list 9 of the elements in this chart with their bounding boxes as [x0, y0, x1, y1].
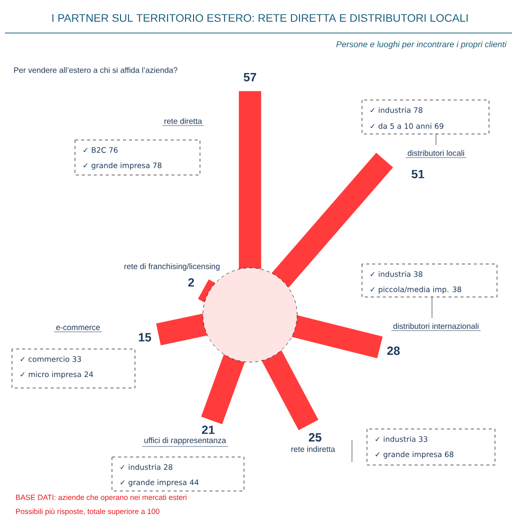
data-label: 2	[188, 278, 194, 287]
text: I PARTNER SUL TERRITORIO ESTERO: RETE DIRETTA E DISTRIBUTORI LOCALI	[52, 14, 468, 22]
text: Persone e luoghi per incontrare i propri clienti	[336, 41, 507, 49]
data-label: 21	[202, 426, 215, 434]
data-label: 57	[244, 73, 256, 82]
data-label: 15	[138, 333, 152, 342]
data-label: 51	[412, 170, 424, 178]
data-label: 28	[387, 346, 400, 355]
data-label: 25	[308, 433, 322, 442]
